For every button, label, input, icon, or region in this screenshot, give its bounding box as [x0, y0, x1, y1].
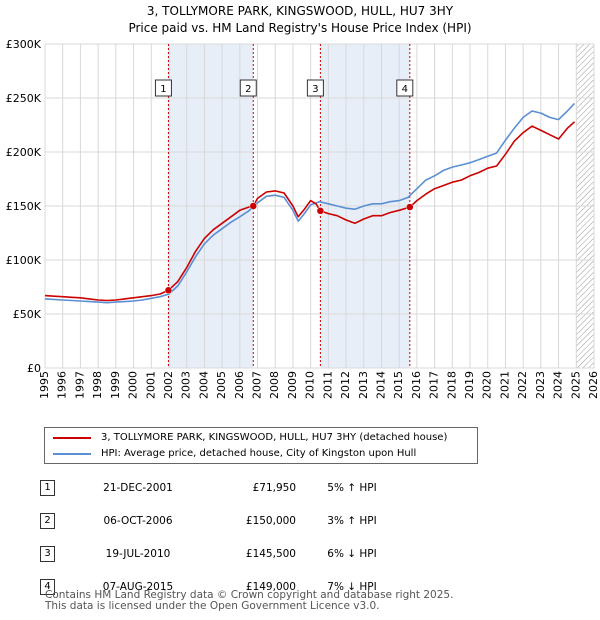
sale-label-box: [154, 79, 172, 97]
x-tick-label: 2025: [569, 371, 582, 399]
sale-label-box: [396, 79, 414, 97]
x-tick-label: 2005: [215, 371, 228, 399]
sales-table-row: 2 06-OCT-2006 £150,000 3% ↑ HPI: [40, 504, 408, 537]
price-chart: 1 2 3 4 £0 £50K £100K £150K £200K £250K £300K 1995 1…: [6, 38, 600, 399]
y-tick-label: £200K: [6, 146, 42, 159]
sale-date: 19-JUL-2010: [105, 547, 171, 560]
legend-item-hpi: HPI: Average price, detached house, City…: [53, 446, 416, 461]
sale-date: 21-DEC-2001: [103, 481, 173, 494]
sale-label-box: [306, 79, 324, 97]
x-tick-label: 1999: [109, 371, 122, 399]
x-tick-label: 2021: [498, 371, 511, 399]
x-tick-label: 1998: [91, 371, 104, 399]
x-tick-label: 2020: [481, 371, 494, 399]
y-tick-label: £100K: [6, 254, 42, 267]
sale-hpi-change: 7% ↓ HPI: [327, 580, 377, 593]
sale-price: £150,000: [245, 514, 296, 527]
footer: Contains HM Land Registry data © Crown c…: [45, 590, 453, 612]
x-tick-label: 2007: [251, 371, 264, 399]
x-tick-label: 2001: [144, 371, 157, 399]
sale-point: [164, 286, 173, 295]
series-line-hpi: [44, 102, 576, 304]
x-tick-label: 2009: [286, 371, 299, 399]
footer-licence: This data is licensed under the Open Gov…: [45, 600, 380, 612]
legend-swatch-blue: [53, 452, 91, 455]
x-tick-label: 2002: [162, 371, 175, 399]
sale-hpi-change: 3% ↑ HPI: [327, 514, 377, 527]
legend-item-property: 3, TOLLYMORE PARK, KINGSWOOD, HULL, HU7 …: [53, 430, 447, 445]
legend-label-property: 3, TOLLYMORE PARK, KINGSWOOD, HULL, HU7 …: [101, 432, 448, 443]
x-tick-label: 1996: [56, 371, 69, 399]
sales-table-row: 3 19-JUL-2010 £145,500 6% ↓ HPI: [40, 537, 408, 570]
x-tick-label: 1995: [38, 371, 51, 399]
x-tick-label: 2003: [180, 371, 193, 399]
sale-price: £149,000: [245, 580, 296, 593]
sales-table-row: 1 21-DEC-2001 £71,950 5% ↑ HPI: [40, 471, 408, 504]
legend-swatch-red: [53, 436, 91, 439]
chart-title: 3, TOLLYMORE PARK, KINGSWOOD, HULL, HU7 …: [146, 4, 454, 18]
x-tick-label: 2006: [233, 371, 246, 399]
sales-table-row: 4 07-AUG-2015 £149,000 7% ↓ HPI: [40, 570, 408, 603]
sale-hpi-change: 6% ↓ HPI: [327, 547, 377, 560]
sale-label-number: 4: [402, 84, 408, 95]
y-tick-label: £50K: [13, 308, 42, 321]
x-tick-label: 2011: [321, 371, 334, 399]
x-tick-label: 2022: [516, 371, 529, 399]
sale-hpi-change: 5% ↑ HPI: [327, 481, 377, 494]
x-tick-label: 2013: [357, 371, 370, 399]
y-tick-label: £250K: [6, 92, 42, 105]
sale-number-badge: 2: [40, 512, 55, 529]
y-tick-label: £0: [27, 362, 41, 375]
x-tick-label: 2017: [428, 371, 441, 399]
sale-point: [406, 203, 414, 211]
x-tick-label: 2008: [268, 371, 281, 399]
sale-date: 06-OCT-2006: [103, 514, 173, 527]
chart-subtitle: Price paid vs. HM Land Registry's House …: [128, 21, 472, 35]
y-tick-label: £300K: [6, 38, 42, 51]
sale-point: [249, 202, 258, 210]
series-line-property: [44, 121, 576, 302]
x-tick-label: 1997: [73, 371, 86, 399]
sale-label-number: 2: [245, 84, 251, 95]
sale-point: [316, 207, 325, 215]
x-tick-label: 2012: [339, 371, 352, 399]
sale-label-number: 1: [160, 84, 166, 95]
sale-label-box: [239, 79, 257, 97]
sale-price: £145,500: [245, 547, 296, 560]
sale-date: 07-AUG-2015: [102, 580, 174, 593]
y-tick-label: £150K: [6, 200, 42, 213]
x-tick-label: 2010: [304, 371, 317, 399]
legend-label-hpi: HPI: Average price, detached house, City…: [101, 448, 417, 459]
x-tick-label: 2026: [587, 371, 600, 399]
x-tick-label: 2015: [392, 371, 405, 399]
sale-number-badge: 1: [40, 479, 55, 496]
x-tick-label: 2024: [552, 371, 565, 399]
x-tick-label: 2014: [374, 371, 387, 399]
x-tick-label: 2023: [534, 371, 547, 399]
sales-table: 1 21-DEC-2001 £71,950 5% ↑ HPI 2 06-OCT-2006 £…: [40, 471, 408, 603]
x-tick-label: 2000: [127, 371, 140, 399]
x-tick-label: 2018: [445, 371, 458, 399]
x-tick-label: 2016: [410, 371, 423, 399]
x-tick-label: 2019: [463, 371, 476, 399]
x-tick-label: 2004: [197, 371, 210, 399]
sale-label-number: 3: [312, 84, 318, 95]
sale-number-badge: 4: [40, 578, 55, 595]
chart-legend: 3, TOLLYMORE PARK, KINGSWOOD, HULL, HU7 …: [44, 427, 478, 464]
footer-copyright: Contains HM Land Registry data © Crown c…: [45, 589, 454, 601]
sale-price: £71,950: [252, 481, 296, 494]
sale-number-badge: 3: [40, 545, 55, 562]
